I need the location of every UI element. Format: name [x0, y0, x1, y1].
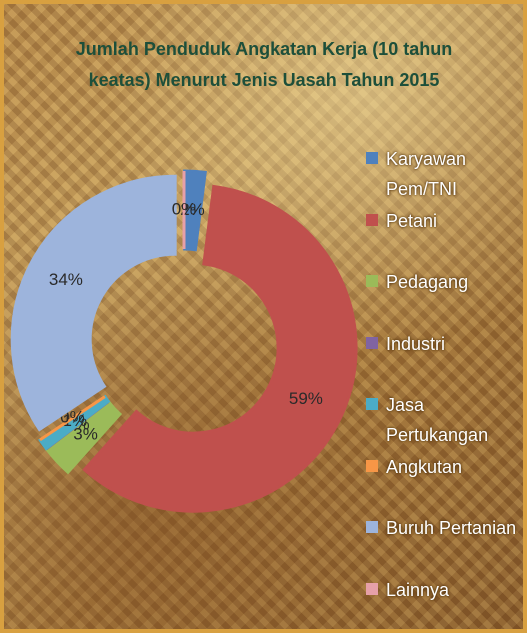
legend-item: Petani [366, 206, 526, 236]
legend-label: Karyawan Pem/TNI [386, 149, 466, 199]
legend-item: Jasa Pertukangan [366, 390, 526, 450]
legend-item: Industri [366, 329, 526, 359]
legend-swatch [366, 460, 378, 472]
legend-swatch [366, 337, 378, 349]
slide: Jumlah Penduduk Angkatan Kerja (10 tahun… [0, 0, 527, 633]
legend-swatch [366, 521, 378, 533]
legend-item: Lainnya [366, 575, 526, 605]
legend-label: Pedagang [386, 272, 468, 292]
legend-label: Buruh Pertanian [386, 518, 516, 538]
legend-label: Angkutan [386, 457, 462, 477]
legend-label: Petani [386, 211, 437, 231]
legend-swatch [366, 152, 378, 164]
data-label: 0% [172, 199, 197, 218]
legend-swatch [366, 398, 378, 410]
legend-label: Lainnya [386, 580, 449, 600]
legend-swatch [366, 214, 378, 226]
data-label: 59% [289, 389, 323, 408]
legend-swatch [366, 583, 378, 595]
legend-item: Pedagang [366, 267, 526, 297]
legend-item: Angkutan [366, 452, 526, 482]
doughnut-segment [12, 176, 175, 429]
legend-swatch [366, 275, 378, 287]
data-label: 34% [49, 270, 83, 289]
legend-label: Industri [386, 334, 445, 354]
legend-item: Karyawan Pem/TNI [366, 144, 526, 204]
legend-label: Jasa Pertukangan [386, 395, 488, 445]
legend-item: Buruh Pertanian [366, 513, 526, 543]
